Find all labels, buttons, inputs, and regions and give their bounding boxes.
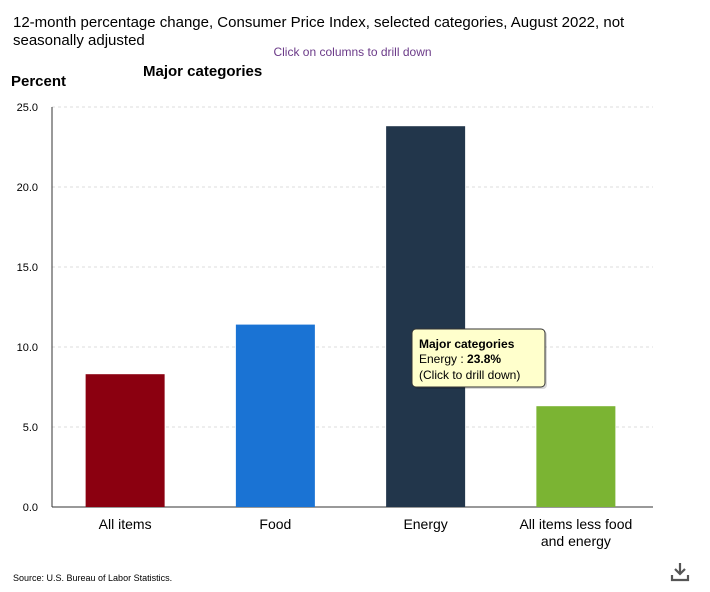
bar-all-items-less-food-and-energy[interactable] <box>536 406 616 507</box>
x-tick-label: All items <box>99 516 152 532</box>
y-tick-label: 15.0 <box>17 262 38 274</box>
tooltip-title: Major categories <box>419 337 515 351</box>
y-tick-label: 20.0 <box>17 182 38 194</box>
bar-food[interactable] <box>235 324 315 507</box>
y-tick-label: 25.0 <box>17 102 38 114</box>
chart-subtitle: Major categories <box>143 63 263 80</box>
download-icon <box>670 563 690 582</box>
source-note: Source: U.S. Bureau of Labor Statistics. <box>13 573 173 583</box>
chart-title: 12-month percentage change, Consumer Pri… <box>13 14 625 49</box>
bar-all-items[interactable] <box>85 374 165 507</box>
drill-down-hint[interactable]: Click on columns to drill down <box>273 45 432 59</box>
y-tick-label: 0.0 <box>23 502 38 514</box>
download-button[interactable] <box>668 560 692 584</box>
bar-energy[interactable] <box>386 126 466 507</box>
tooltip-value-line: Energy : 23.8% <box>419 352 501 366</box>
y-tick-label: 5.0 <box>23 422 38 434</box>
x-tick-label: Food <box>259 516 291 532</box>
y-axis-title: Percent <box>11 73 67 90</box>
x-tick-label: Energy <box>403 516 447 532</box>
tooltip-box <box>411 328 546 388</box>
tooltip-hint: (Click to drill down) <box>419 368 520 382</box>
x-tick-label: All items less food and energy <box>519 516 632 549</box>
y-tick-label: 10.0 <box>17 342 38 354</box>
